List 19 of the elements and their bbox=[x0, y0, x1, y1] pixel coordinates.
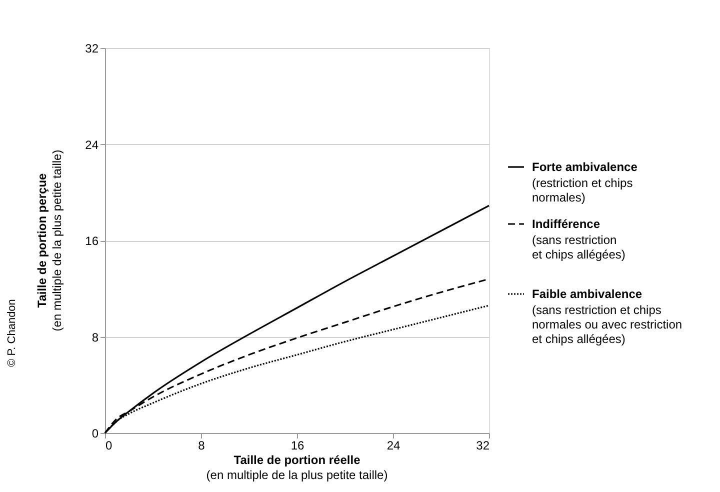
legend-label: Indifférence bbox=[532, 217, 600, 231]
legend-label: Forte ambivalence bbox=[532, 160, 638, 174]
x-tick-label: 24 bbox=[386, 438, 400, 452]
x-tick-label: 0 bbox=[106, 438, 112, 452]
x-tick-label: 32 bbox=[476, 438, 490, 452]
text: (sans restriction et chips normales ou avec restriction et chips allégées) bbox=[532, 303, 682, 346]
y-axis-title: Taille de portion perçue (en multiple de la plus petite taille) bbox=[35, 150, 64, 332]
text: © P. Chandon bbox=[6, 299, 18, 367]
y-tick-label: 8 bbox=[92, 330, 99, 344]
y-tick-label: 16 bbox=[85, 234, 99, 248]
x-tick-label: 8 bbox=[198, 438, 206, 452]
y-tick-label: 24 bbox=[85, 138, 99, 152]
y-tick-label: 32 bbox=[85, 42, 99, 56]
legend-label: Faible ambivalence bbox=[532, 287, 642, 301]
x-tick-label: 16 bbox=[290, 438, 304, 452]
text: (restriction et chips normales) bbox=[532, 176, 633, 204]
text: (sans restriction et chips allégées) bbox=[532, 233, 626, 262]
y-tick-label: 0 bbox=[92, 426, 99, 440]
x-axis-title: Taille de portion réelle (en multiple de la plus petite taille) bbox=[206, 453, 388, 482]
